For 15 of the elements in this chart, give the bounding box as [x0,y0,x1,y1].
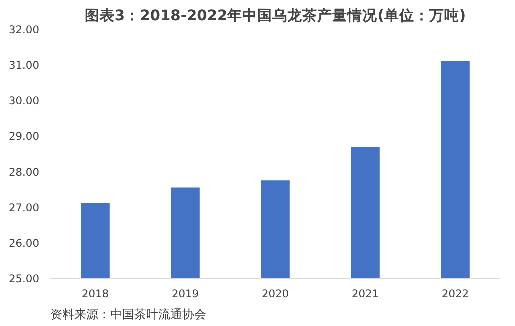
x-tick-label: 2022 [442,288,470,300]
x-tick-label: 2021 [352,288,380,300]
y-tick-label: 27.00 [8,201,40,214]
text: 资料来源：中国茶叶流通协会 [50,308,206,322]
y-tick-label: 32.00 [8,24,40,36]
y-tick-label: 31.00 [8,59,40,72]
y-tick-label: 29.00 [8,130,40,144]
y-tick-label: 28.00 [8,166,40,179]
y-tick-label: 30.00 [8,94,40,108]
x-tick-label: 2019 [172,288,200,300]
y-tick-label: 25.00 [8,272,40,286]
x-tick-label: 2018 [82,288,110,300]
chart-title: 图表3：2018-2022年中国乌龙茶产量情况(单位：万吨) [84,8,466,24]
y-tick-label: 26.00 [8,236,40,250]
x-tick-label: 2020 [262,288,290,300]
